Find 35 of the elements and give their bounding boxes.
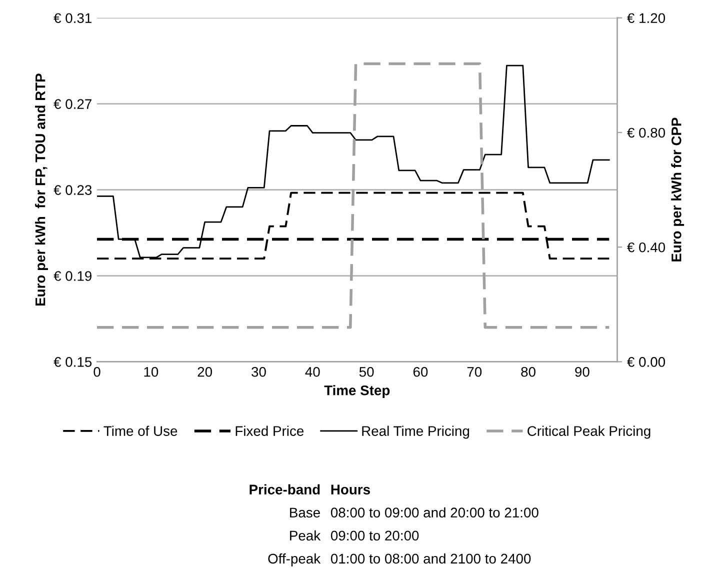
x-tick-label: 0 xyxy=(94,366,100,377)
y2-tick-label: € 1.20 xyxy=(627,13,666,24)
x-tick-label: 80 xyxy=(521,366,536,377)
text: Price-band xyxy=(250,484,320,494)
x-tick-label: 10 xyxy=(144,366,158,377)
y-tick-label: € 0.23 xyxy=(54,185,92,195)
text: 09:00 to 20:00 xyxy=(330,530,419,541)
y-tick-label: € 0.27 xyxy=(54,99,92,109)
y2-axis-title: Euro per kWh for CPP xyxy=(671,118,684,262)
legend-label: Critical Peak Pricing xyxy=(528,426,650,439)
y2-tick-label: € 0.80 xyxy=(627,128,666,138)
x-tick-label: 30 xyxy=(252,366,266,377)
x-tick-label: 20 xyxy=(198,366,212,377)
y-tick-label: € 0.31 xyxy=(54,13,92,24)
text: Base xyxy=(290,508,320,518)
x-axis-title: Time Step xyxy=(324,385,390,398)
legend-label: Time of Use xyxy=(104,426,178,436)
x-tick-label: 50 xyxy=(359,366,374,377)
text: Hours xyxy=(331,484,370,494)
y-tick-label: € 0.15 xyxy=(54,357,92,367)
y2-tick-label: € 0.40 xyxy=(627,242,666,252)
y-axis-title: Euro per kWh for FP, TOU and RTP xyxy=(35,74,48,306)
legend-label: Real Time Pricing xyxy=(362,426,470,439)
x-tick-label: 40 xyxy=(305,366,320,377)
x-tick-label: 90 xyxy=(575,366,590,377)
legend-label: Fixed Price xyxy=(236,426,304,436)
y-tick-label: € 0.19 xyxy=(54,271,92,281)
text: Off-peak xyxy=(268,553,321,566)
line-series xyxy=(97,64,610,258)
text: Peak xyxy=(290,530,321,541)
x-tick-label: 60 xyxy=(413,366,428,377)
text: 08:00 to 09:00 and 20:00 to 21:00 xyxy=(330,507,538,518)
text: 01:00 to 08:00 and 2100 to 2400 xyxy=(330,553,531,564)
y2-tick-label: € 0.00 xyxy=(627,357,666,367)
x-tick-label: 70 xyxy=(467,366,482,377)
